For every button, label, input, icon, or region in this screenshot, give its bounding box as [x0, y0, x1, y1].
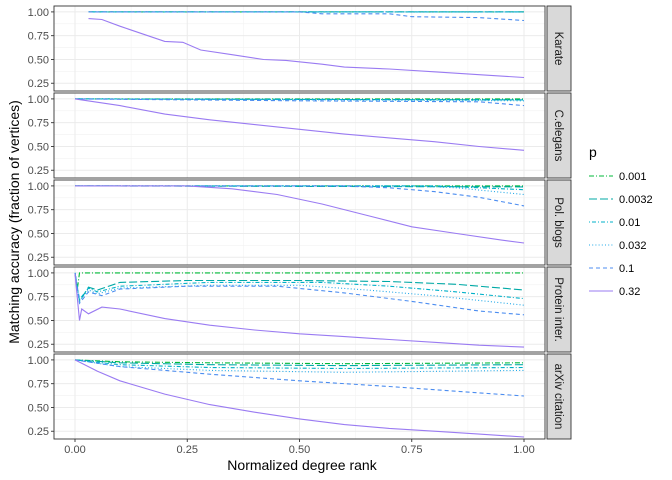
series-line-p-0_1 [88, 11, 525, 22]
facet-strip-label: arXiv citation [552, 364, 564, 430]
facet-strip [546, 5, 572, 92]
y-tick-label: 0.75 [28, 379, 49, 391]
panel-protein-inter-: 0.25 0.50 0.75 1.00 Protein inter. [28, 266, 572, 353]
panel-border [53, 266, 546, 353]
panel-border [53, 5, 546, 92]
facet-strip [546, 353, 572, 440]
y-axis-title: Matching accuracy (fraction of vertices) [6, 100, 22, 344]
x-axis: 0.00 0.25 0.50 0.75 1.00 [64, 439, 535, 456]
x-tick-label: 1.00 [513, 444, 534, 456]
series-line-p-0_032 [74, 359, 525, 373]
x-tick-label: 0.75 [401, 444, 422, 456]
panel-border [53, 92, 546, 179]
legend: p 0.001 0.0032 0.01 0.032 0.1 0.32 [589, 144, 653, 298]
series-line-p-0_1 [74, 272, 525, 316]
series-line-p-0_001 [74, 359, 525, 365]
y-tick-label: 0.25 [28, 252, 49, 264]
series-line-p-0_32 [74, 359, 525, 438]
facet-strip-label: Protein inter. [552, 277, 564, 342]
series-line-p-0_01 [75, 185, 525, 191]
series-line-p-0_1 [75, 185, 525, 207]
legend-title: p [589, 144, 597, 160]
legend-label: 0.032 [619, 240, 647, 252]
y-tick-label: 0.25 [28, 339, 49, 351]
series-line-p-0_32 [75, 185, 525, 244]
y-tick-label: 0.50 [28, 402, 49, 414]
series-line-p-0_032 [74, 272, 525, 306]
facet-strip [546, 179, 572, 266]
series-line-p-0_01 [74, 359, 525, 370]
series-line-p-0_0032 [74, 359, 525, 367]
legend-label: 0.01 [619, 217, 640, 229]
y-tick-label: 0.50 [28, 141, 49, 153]
series-line-p-0_1 [74, 359, 525, 397]
series-line-p-0_1 [74, 98, 525, 107]
y-tick-label: 0.75 [28, 292, 49, 304]
panel-arxiv-citation: 0.25 0.50 0.75 1.00 arXiv citation [28, 353, 572, 440]
series-line-p-0_032 [75, 185, 525, 196]
y-tick-label: 1.00 [28, 268, 49, 280]
y-tick-label: 0.75 [28, 118, 49, 130]
y-tick-label: 0.50 [28, 228, 49, 240]
x-tick-label: 0.00 [64, 444, 85, 456]
y-tick-label: 1.00 [28, 94, 49, 106]
series-line-p-0_32 [74, 98, 525, 151]
y-tick-label: 0.75 [28, 205, 49, 217]
series-line-p-0_01 [74, 98, 525, 101]
x-tick-label: 0.50 [289, 444, 310, 456]
facet-strip-label: Pol. blogs [552, 197, 564, 248]
panel-border [53, 179, 546, 266]
panels-layer: 0.25 0.50 0.75 1.00 Karate 0.25 0.50 0.75 1.00 C.… [28, 5, 572, 440]
series-line-p-0_032 [74, 98, 525, 102]
panel-pol-blogs: 0.25 0.50 0.75 1.00 Pol. blogs [28, 179, 572, 266]
facet-strip-label: C.elegans [552, 110, 564, 162]
y-tick-label: 1.00 [28, 181, 49, 193]
y-tick-label: 1.00 [28, 355, 49, 367]
y-tick-label: 0.25 [28, 78, 49, 90]
x-axis-title: Normalized degree rank [227, 457, 377, 473]
legend-label: 0.32 [619, 286, 640, 298]
y-tick-label: 0.50 [28, 54, 49, 66]
series-line-p-0_32 [74, 273, 525, 348]
y-tick-label: 0.50 [28, 315, 49, 327]
facet-strip [546, 266, 572, 353]
y-tick-label: 0.25 [28, 426, 49, 438]
panel-karate: 0.25 0.50 0.75 1.00 Karate [28, 5, 572, 92]
legend-label: 0.0032 [619, 194, 653, 206]
y-tick-label: 0.75 [28, 31, 49, 43]
x-tick-label: 0.25 [177, 444, 198, 456]
legend-label: 0.001 [619, 171, 647, 183]
facet-strip [546, 92, 572, 179]
series-line-p-0_32 [88, 18, 525, 79]
y-tick-label: 1.00 [28, 7, 49, 19]
legend-label: 0.1 [619, 263, 634, 275]
facet-strip-label: Karate [552, 32, 564, 66]
panel-c-elegans: 0.25 0.50 0.75 1.00 C.elegans [28, 92, 572, 179]
y-tick-label: 0.25 [28, 165, 49, 177]
